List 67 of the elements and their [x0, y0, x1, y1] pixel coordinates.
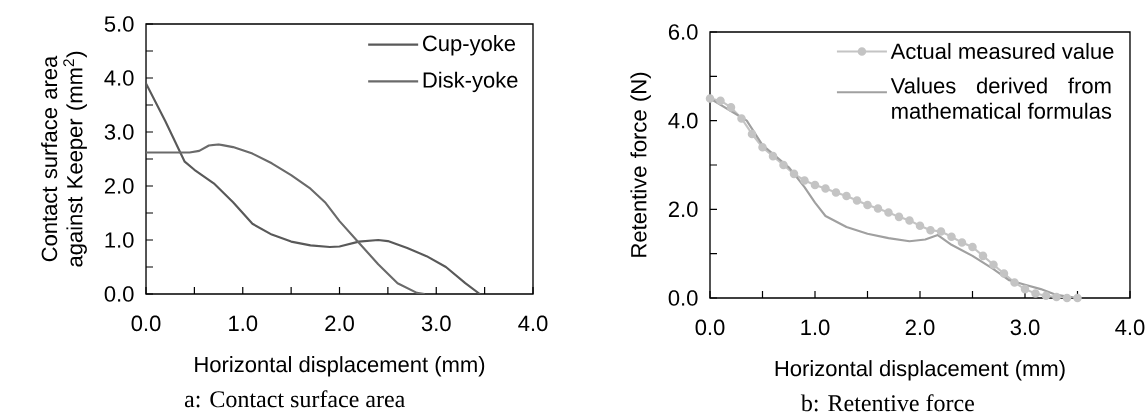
point — [831, 188, 841, 197]
point — [1031, 289, 1040, 298]
point — [1062, 293, 1072, 303]
y-axis-title: Contact surface area against Keeper (mm$^{2}$) — [41, 51, 87, 267]
x-tick-label: 1.0 — [801, 319, 830, 336]
point — [968, 242, 977, 252]
legend-label: Disk-yoke — [423, 71, 518, 93]
y-axis-title: Retentive force (N) — [630, 72, 651, 257]
x-tick-label: 0.0 — [131, 315, 161, 332]
point — [747, 129, 757, 139]
x-tick-label: 1.0 — [229, 315, 258, 332]
point — [989, 260, 998, 270]
legend-label: Actual measured value — [890, 42, 1114, 60]
y-tick-label: 4.0 — [668, 112, 698, 129]
point — [1041, 291, 1051, 301]
x-tick-label: 4.0 — [1115, 319, 1145, 336]
point — [978, 251, 988, 261]
point — [905, 216, 914, 225]
x-tick-label: 0.0 — [695, 319, 725, 336]
x-axis-title: Horizontal displacement (mm) — [195, 356, 485, 377]
y-tick-label: 6.0 — [668, 24, 698, 40]
text: a: Contact surface area — [184, 390, 405, 408]
y-tick-label: 5.0 — [104, 16, 134, 32]
point — [768, 151, 778, 161]
legend-label: Cup-yoke — [423, 35, 516, 56]
x-tick-label: 4.0 — [518, 315, 548, 332]
point — [926, 225, 935, 235]
point — [737, 114, 746, 123]
x-tick-label: 2.0 — [325, 315, 354, 332]
point — [726, 103, 736, 112]
y-tick-label: 0.0 — [668, 290, 698, 306]
point — [842, 191, 851, 201]
x-tick-label: 2.0 — [905, 319, 935, 336]
point — [810, 180, 820, 190]
point — [1073, 293, 1082, 303]
x-tick-label: 3.0 — [421, 315, 451, 332]
point — [800, 176, 809, 185]
point — [779, 160, 788, 170]
point — [936, 227, 946, 236]
x-axis-title: Horizontal displacement (mm) — [775, 360, 1065, 381]
point — [915, 221, 925, 230]
y-tick-label: 2.0 — [104, 178, 134, 194]
line-series — [146, 143, 426, 294]
text: b: Retentive force — [800, 394, 974, 412]
point — [947, 232, 956, 242]
point — [999, 269, 1009, 278]
point — [1010, 278, 1019, 287]
y-tick-label: 0.0 — [104, 286, 134, 302]
point — [821, 184, 830, 193]
point — [716, 96, 725, 105]
point — [852, 196, 862, 205]
point — [1020, 284, 1030, 294]
point — [873, 204, 883, 213]
point — [957, 238, 967, 247]
y-tick-label: 2.0 — [668, 201, 698, 218]
point — [705, 94, 715, 103]
y-tick-label: 4.0 — [104, 70, 134, 86]
point — [884, 208, 893, 217]
point — [758, 142, 767, 152]
point — [1052, 292, 1061, 302]
point — [789, 169, 799, 179]
y-tick-label: 1.0 — [105, 232, 134, 248]
legend-label: Values derived from mathematical formulas — [890, 77, 1112, 119]
point — [894, 212, 904, 222]
x-tick-label: 3.0 — [1010, 319, 1040, 336]
y-tick-label: 3.0 — [104, 124, 134, 140]
point — [863, 200, 872, 210]
